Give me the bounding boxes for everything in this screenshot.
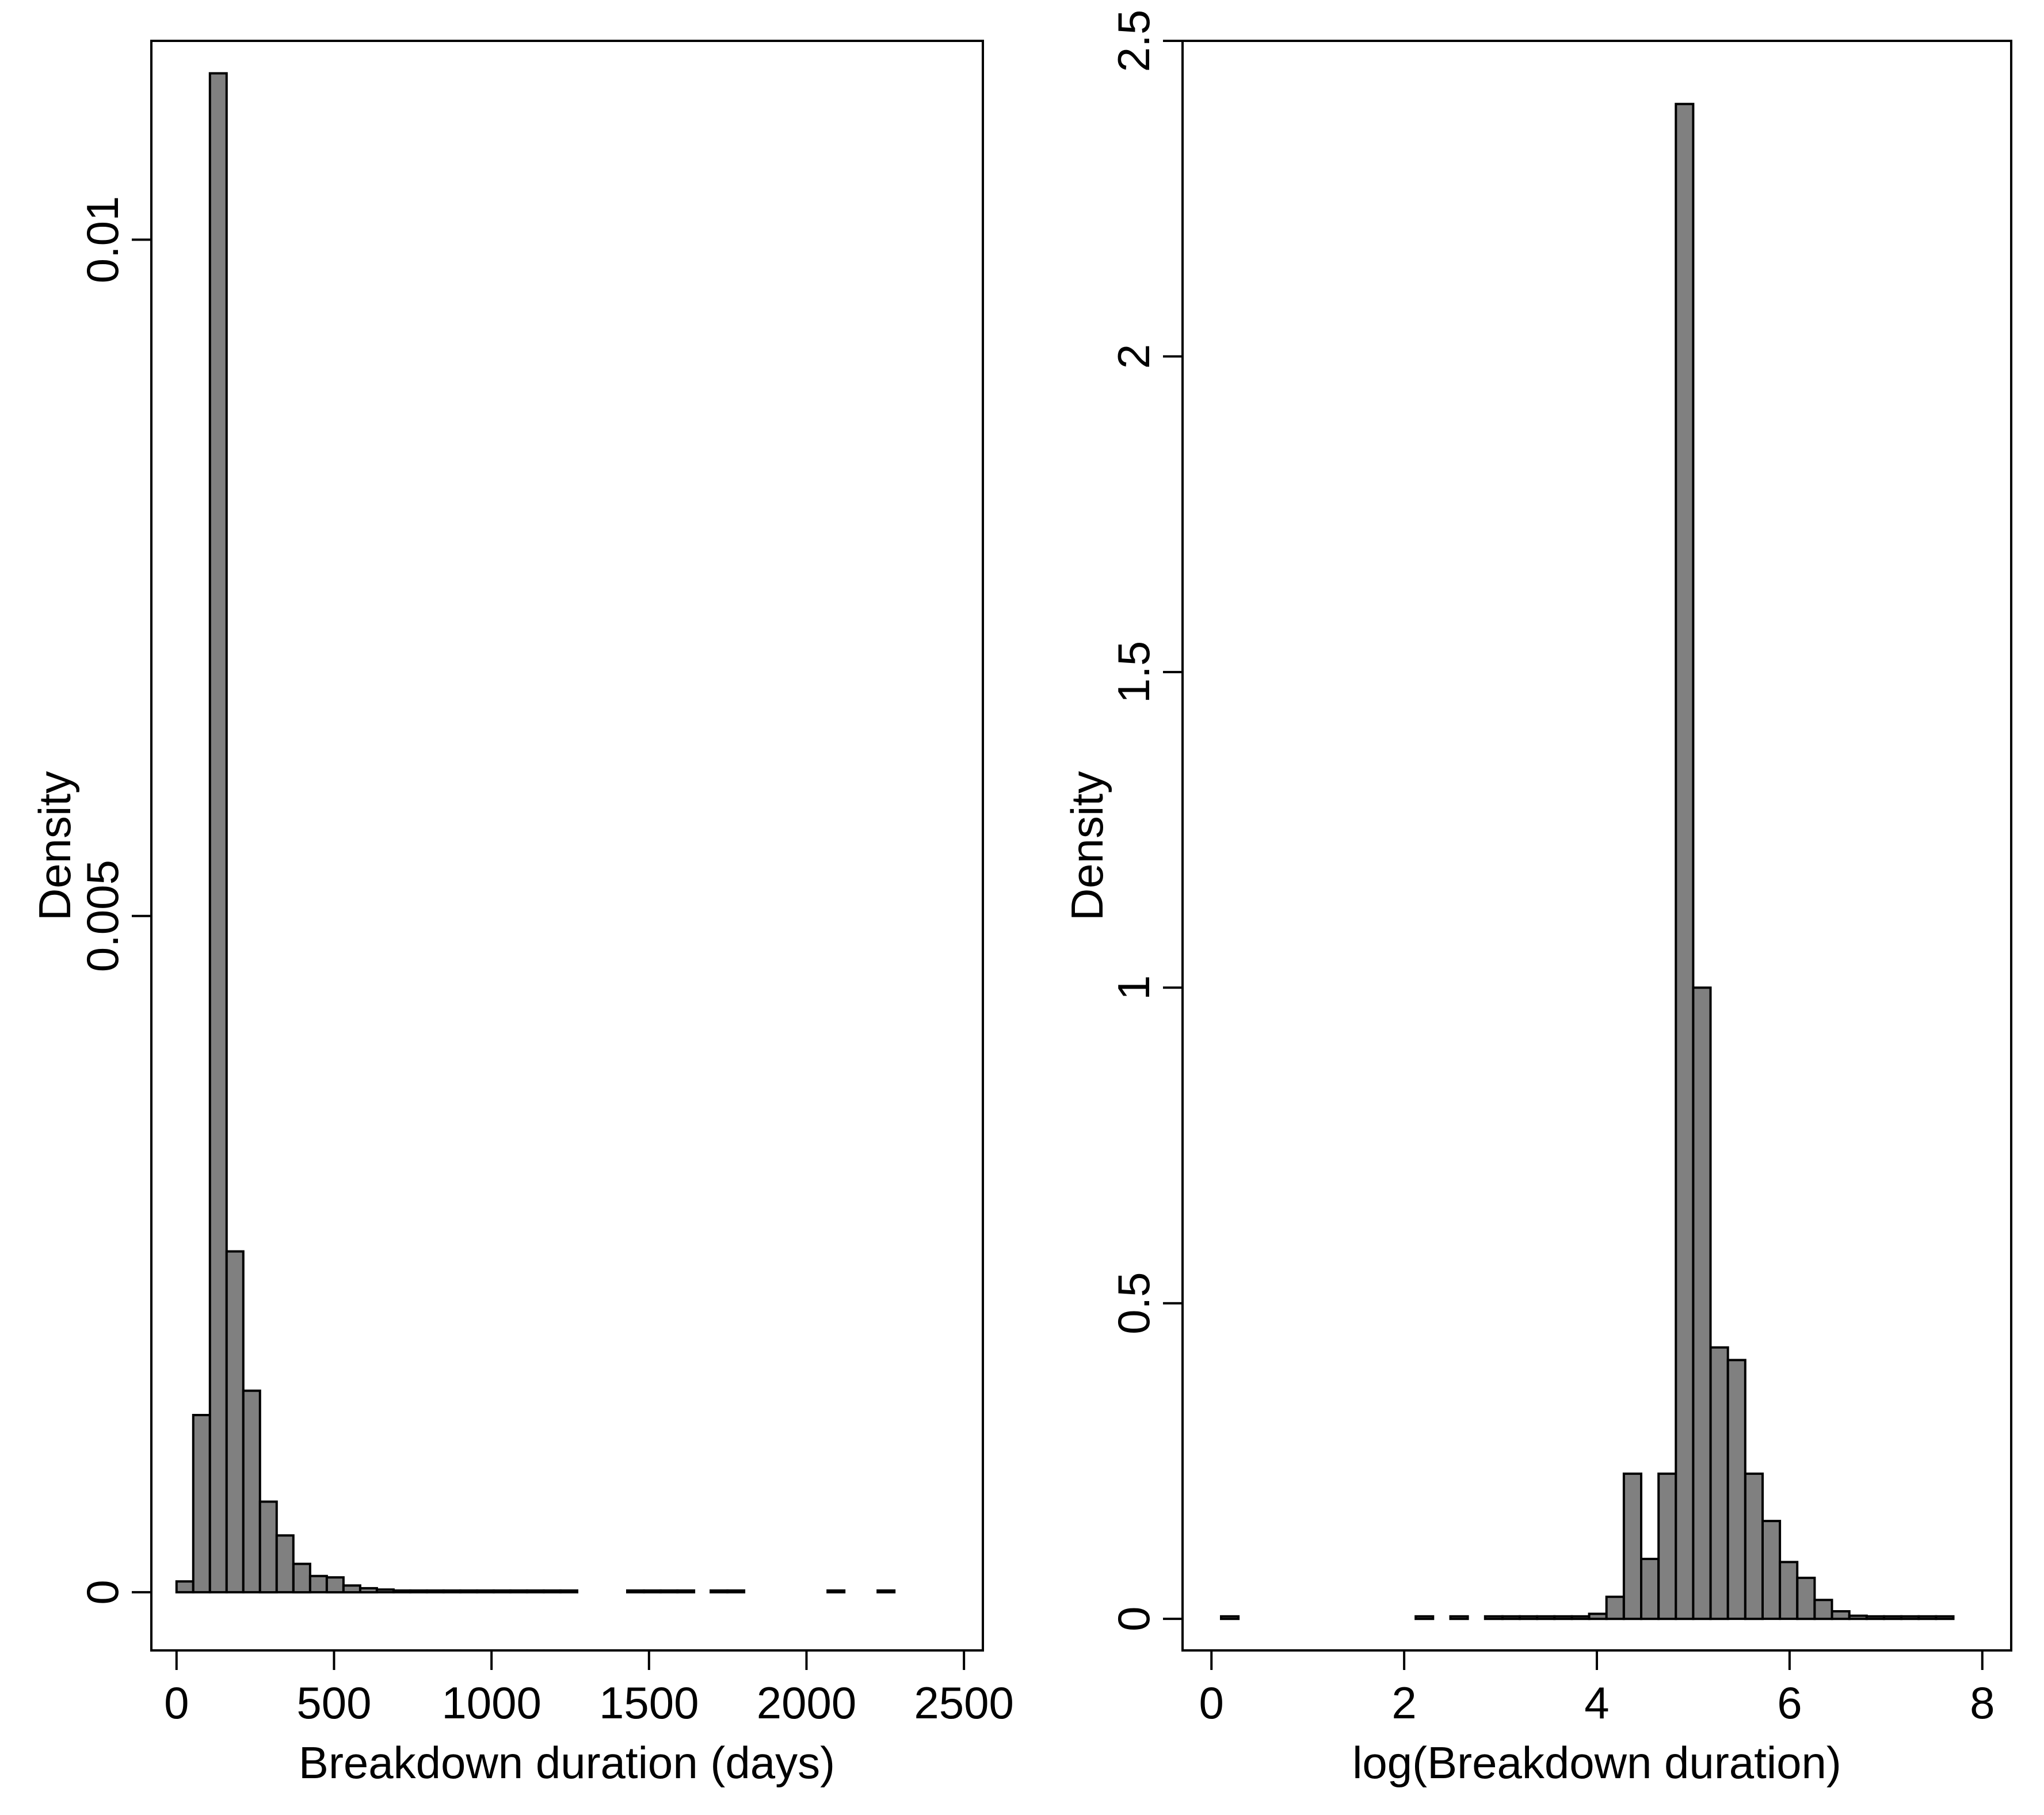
histogram-bar <box>1796 1576 1816 1620</box>
histogram-bar <box>392 1589 411 1593</box>
y-tick-label: 0 <box>77 1580 128 1604</box>
histogram-bar <box>275 1534 295 1593</box>
x-tick-label: 2000 <box>757 1677 857 1728</box>
histogram-bar <box>258 1500 278 1593</box>
histogram-bar <box>342 1584 361 1593</box>
histogram-bar <box>442 1589 462 1593</box>
histogram-bar <box>626 1589 645 1593</box>
histogram-bar <box>242 1389 261 1593</box>
y-tick-label: 0.5 <box>1108 1272 1159 1334</box>
histogram-bar <box>493 1589 512 1593</box>
histogram-bar <box>1553 1615 1573 1620</box>
histogram-bar <box>509 1589 528 1593</box>
plot-frame-days <box>150 40 984 1652</box>
histogram-bar <box>659 1589 679 1593</box>
y-tick-label: 1 <box>1108 975 1159 1000</box>
histogram-bar <box>175 1580 195 1593</box>
histogram-bar <box>308 1574 328 1593</box>
histogram-bar <box>543 1589 562 1593</box>
x-tick-label: 500 <box>296 1677 371 1728</box>
histogram-bar <box>325 1576 345 1594</box>
histogram-bar <box>1588 1612 1608 1620</box>
histogram-bar <box>710 1589 729 1593</box>
histogram-bar <box>1570 1615 1591 1620</box>
x-tick-label: 1500 <box>599 1677 699 1728</box>
histogram-bar <box>1414 1615 1435 1620</box>
y-tick-label: 0 <box>1108 1607 1159 1631</box>
y-axis-log: 0 0.5 1 1.5 2 2.5 <box>1108 10 1183 1631</box>
x-axis-log: 0 2 4 6 8 <box>1199 1650 1995 1728</box>
y-axis-days: 0 0.005 0.01 <box>77 196 151 1605</box>
histogram-bar <box>225 1250 245 1593</box>
histogram-bar <box>1709 1346 1729 1620</box>
histogram-bar <box>1813 1599 1833 1620</box>
histogram-bar <box>1831 1610 1851 1620</box>
x-tick-label: 2500 <box>914 1677 1014 1728</box>
x-tick-label: 0 <box>164 1677 189 1728</box>
y-axis-label-days: Density <box>29 771 80 921</box>
y-tick-label: 2 <box>1108 344 1159 369</box>
histogram-bar <box>359 1587 378 1593</box>
histogram-bar <box>559 1589 578 1593</box>
histogram-bar <box>208 72 228 1593</box>
histogram-bar <box>526 1589 545 1593</box>
histogram-bar <box>1865 1615 1885 1620</box>
y-axis-label-log: Density <box>1062 771 1112 921</box>
histogram-bar <box>1935 1615 1955 1620</box>
x-tick-label: 8 <box>1970 1677 1995 1728</box>
histogram-bar <box>292 1562 311 1594</box>
x-tick-label: 6 <box>1777 1677 1802 1728</box>
histogram-bar <box>1692 986 1712 1620</box>
x-tick-label: 4 <box>1584 1677 1609 1728</box>
histogram-bar <box>876 1589 896 1593</box>
histogram-bar <box>676 1589 696 1593</box>
histogram-bar <box>1484 1615 1504 1620</box>
histogram-bar <box>1657 1472 1677 1620</box>
panel-log-breakdown: 0 2 4 6 8 0 0.5 1 1.5 2 2.5 Density log(Breakdown… <box>1062 10 2012 1788</box>
bars-log <box>1220 102 1955 1620</box>
histogram-bar <box>1761 1520 1782 1620</box>
histogram-bar <box>726 1589 746 1593</box>
histogram-bar <box>643 1589 662 1593</box>
histogram-bar <box>1536 1615 1556 1620</box>
histogram-bar <box>1622 1472 1642 1620</box>
y-tick-label: 0.01 <box>77 196 128 284</box>
histogram-bar <box>1779 1561 1799 1620</box>
histogram-bar <box>1519 1615 1539 1620</box>
y-tick-label: 0.005 <box>77 860 128 972</box>
histogram-bar <box>409 1589 428 1593</box>
y-tick-label: 1.5 <box>1108 641 1159 703</box>
histogram-bar <box>1900 1615 1920 1620</box>
x-axis-label-log: log(Breakdown duration) <box>1352 1737 1841 1788</box>
histogram-bar <box>826 1589 846 1593</box>
x-tick-label: 2 <box>1391 1677 1416 1728</box>
histogram-bar <box>1917 1615 1938 1620</box>
histogram-bar <box>375 1588 395 1593</box>
histogram-bar <box>1883 1615 1903 1620</box>
histogram-bar <box>1675 102 1695 1620</box>
histogram-bar <box>1726 1359 1746 1620</box>
histogram-bar <box>459 1589 478 1593</box>
x-tick-label: 1000 <box>441 1677 541 1728</box>
histogram-bar <box>1449 1615 1469 1620</box>
x-tick-label: 0 <box>1199 1677 1224 1728</box>
x-axis-days: 0 500 1000 1500 2000 2500 <box>164 1650 1014 1728</box>
histogram-bar <box>1848 1614 1868 1620</box>
histogram-bar <box>1744 1472 1764 1620</box>
histogram-bar <box>1501 1615 1521 1620</box>
bars-days <box>175 72 896 1594</box>
x-axis-label-days: Breakdown duration (days) <box>299 1737 835 1788</box>
histogram-bar <box>192 1414 211 1593</box>
histogram-bar <box>476 1589 495 1593</box>
histogram-bar <box>425 1589 445 1593</box>
y-tick-label: 2.5 <box>1108 10 1159 72</box>
histogram-bar <box>1640 1558 1660 1620</box>
histogram-bar <box>1220 1615 1240 1620</box>
histogram-bar <box>1605 1595 1625 1620</box>
